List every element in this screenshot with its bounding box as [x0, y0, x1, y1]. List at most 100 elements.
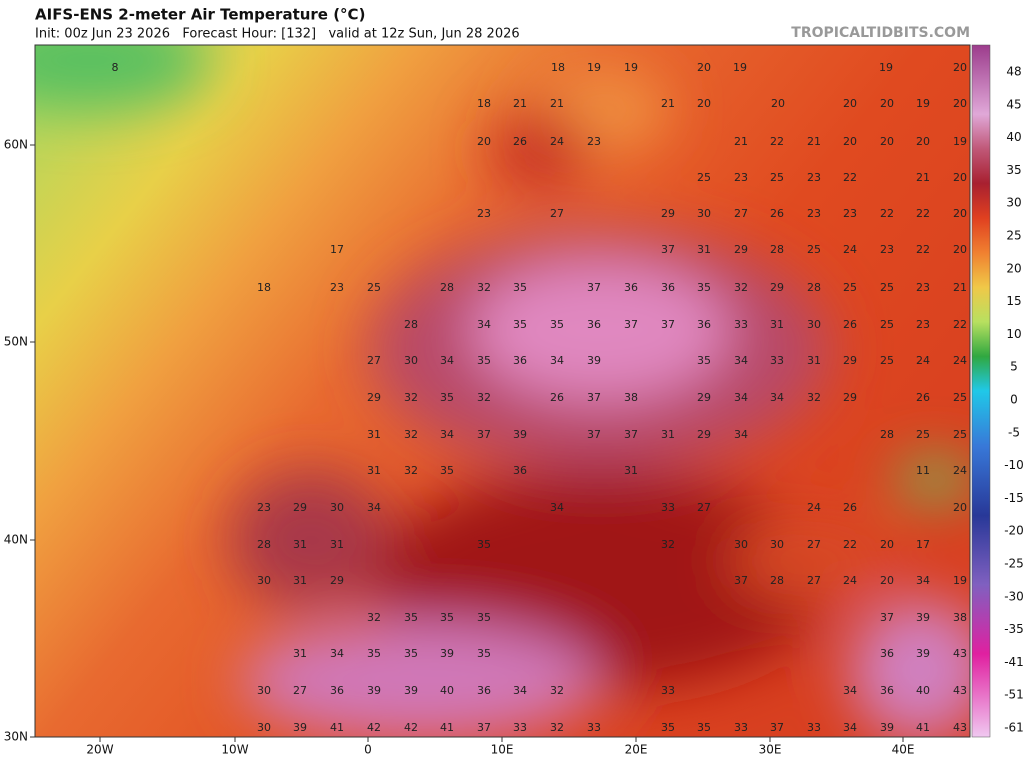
temperature-value: 24 — [916, 354, 930, 367]
temperature-value: 19 — [733, 61, 747, 74]
temperature-value: 24 — [807, 501, 821, 514]
temperature-value: 25 — [953, 391, 967, 404]
temperature-value: 28 — [880, 428, 894, 441]
temperature-value: 32 — [661, 538, 675, 551]
temperature-value: 31 — [367, 428, 381, 441]
temperature-value: 35 — [440, 391, 454, 404]
temperature-value: 36 — [697, 318, 711, 331]
temperature-value: 36 — [624, 281, 638, 294]
temperature-value: 37 — [587, 281, 601, 294]
temperature-value: 18 — [477, 97, 491, 110]
temperature-value: 31 — [807, 354, 821, 367]
temperature-value: 20 — [953, 243, 967, 256]
temperature-value: 37 — [624, 318, 638, 331]
temperature-value: 26 — [843, 318, 857, 331]
temperature-value: 34 — [367, 501, 381, 514]
temperature-value: 31 — [697, 243, 711, 256]
temperature-value: 23 — [587, 135, 601, 148]
temperature-value: 38 — [624, 391, 638, 404]
temperature-value: 37 — [880, 611, 894, 624]
colorbar-label: -61 — [1004, 721, 1024, 735]
temperature-value: 34 — [513, 684, 527, 697]
temperature-value: 34 — [330, 647, 344, 660]
temperature-value: 26 — [770, 207, 784, 220]
temperature-value: 32 — [734, 281, 748, 294]
temperature-value: 28 — [770, 574, 784, 587]
temperature-value: 33 — [661, 501, 675, 514]
temperature-value: 20 — [771, 97, 785, 110]
temperature-value: 36 — [880, 647, 894, 660]
anatolia-area — [730, 520, 890, 600]
temperature-value: 31 — [770, 318, 784, 331]
temperature-value: 41 — [440, 721, 454, 734]
temperature-value: 39 — [367, 684, 381, 697]
temperature-value: 24 — [843, 243, 857, 256]
colorbar-label: -25 — [1004, 557, 1024, 571]
colorbar-label: -10 — [1004, 458, 1024, 472]
temperature-value: 40 — [440, 684, 454, 697]
temperature-value: 30 — [807, 318, 821, 331]
lon-label: 30E — [759, 743, 782, 757]
temperature-value: 27 — [734, 207, 748, 220]
temperature-value: 32 — [404, 428, 418, 441]
lat-label: 50N — [4, 335, 28, 349]
temperature-value: 25 — [880, 354, 894, 367]
temperature-value: 30 — [257, 574, 271, 587]
iberia-area — [230, 470, 390, 610]
temperature-value: 39 — [916, 611, 930, 624]
temperature-value: 43 — [953, 721, 967, 734]
temperature-value: 33 — [734, 318, 748, 331]
temperature-value: 35 — [367, 647, 381, 660]
temperature-value: 18 — [551, 61, 565, 74]
temperature-value: 24 — [843, 574, 857, 587]
temperature-value: 21 — [513, 97, 527, 110]
temperature-value: 35 — [440, 464, 454, 477]
temperature-value: 38 — [953, 611, 967, 624]
temperature-value: 32 — [477, 281, 491, 294]
temperature-value: 35 — [477, 611, 491, 624]
map-field — [35, 45, 970, 737]
temperature-value: 40 — [916, 684, 930, 697]
temperature-value: 23 — [257, 501, 271, 514]
temperature-value: 43 — [953, 647, 967, 660]
credit: TROPICALTIDBITS.COM — [791, 25, 970, 41]
colorbar-label: 25 — [1006, 229, 1021, 243]
temperature-value: 20 — [880, 574, 894, 587]
temperature-value: 19 — [953, 574, 967, 587]
temperature-value: 22 — [916, 207, 930, 220]
temperature-value: 20 — [477, 135, 491, 148]
temperature-value: 36 — [477, 684, 491, 697]
temperature-value: 37 — [587, 428, 601, 441]
colorbar-label: 5 — [1010, 360, 1018, 374]
temperature-value: 23 — [734, 171, 748, 184]
temperature-value: 21 — [661, 97, 675, 110]
temperature-value: 22 — [880, 207, 894, 220]
temperature-value: 18 — [257, 281, 271, 294]
temperature-value: 35 — [477, 647, 491, 660]
temperature-value: 17 — [330, 243, 344, 256]
temperature-value: 26 — [550, 391, 564, 404]
colorbar-label: 30 — [1006, 196, 1021, 210]
colorbar-label: -35 — [1004, 622, 1024, 636]
temperature-value: 37 — [624, 428, 638, 441]
temperature-value: 20 — [880, 135, 894, 148]
temperature-value: 35 — [440, 611, 454, 624]
temperature-value: 23 — [916, 281, 930, 294]
temperature-value: 39 — [293, 721, 307, 734]
temperature-value: 20 — [953, 61, 967, 74]
temperature-value: 37 — [477, 428, 491, 441]
temperature-value: 37 — [661, 243, 675, 256]
temperature-value: 36 — [661, 281, 675, 294]
temperature-value: 39 — [916, 647, 930, 660]
colorbar-label: -15 — [1004, 491, 1024, 505]
temperature-value: 25 — [807, 243, 821, 256]
temperature-value: 28 — [440, 281, 454, 294]
colorbar-label: 15 — [1006, 294, 1021, 308]
temperature-value: 30 — [330, 501, 344, 514]
temperature-value: 43 — [953, 684, 967, 697]
temperature-value: 22 — [843, 538, 857, 551]
temperature-value: 30 — [770, 538, 784, 551]
temperature-value: 34 — [440, 428, 454, 441]
temperature-value: 31 — [293, 574, 307, 587]
temperature-value: 25 — [880, 318, 894, 331]
